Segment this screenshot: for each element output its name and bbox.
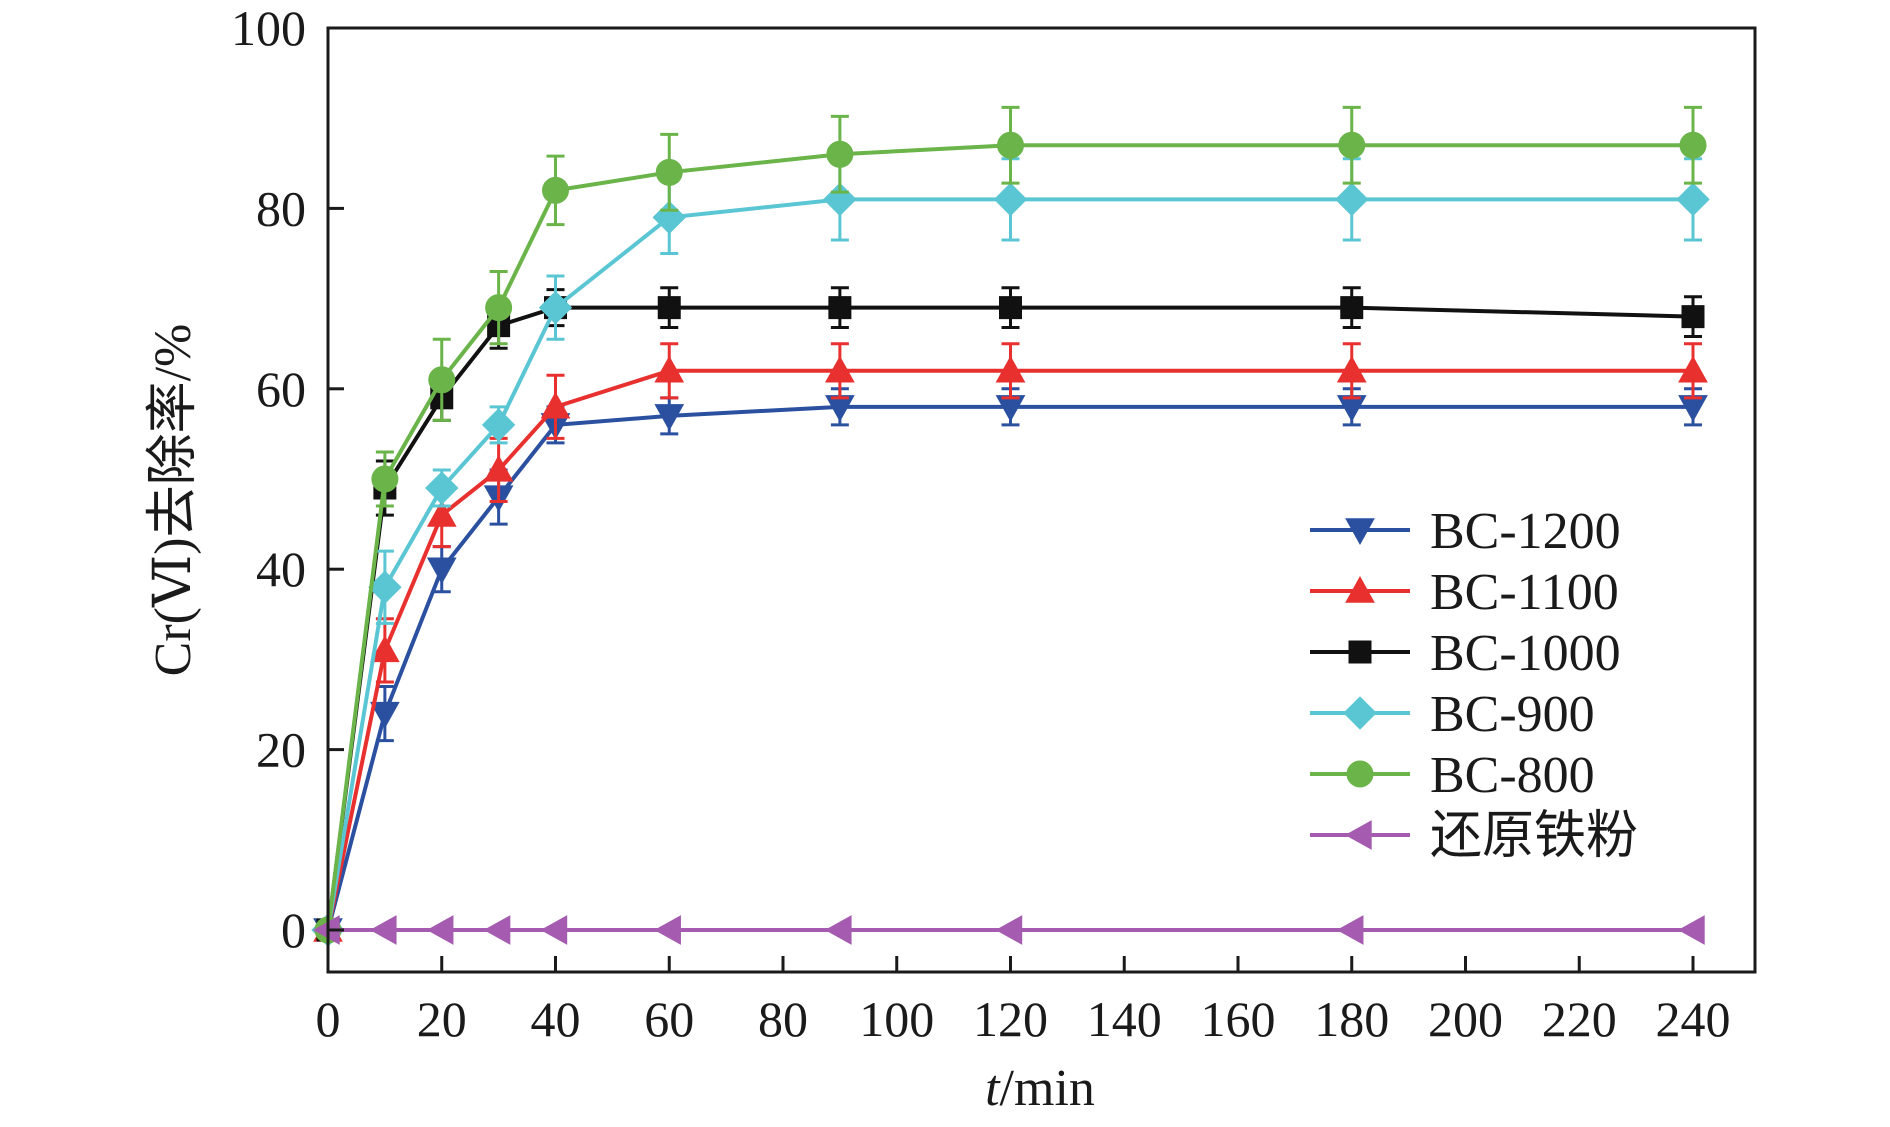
x-tick-label: 100	[859, 991, 934, 1047]
data-point	[993, 182, 1028, 217]
data-point	[369, 915, 397, 945]
legend-item: BC-800	[1310, 747, 1595, 804]
legend-label: BC-900	[1430, 686, 1595, 743]
legend-item: BC-1200	[1310, 503, 1621, 560]
data-point	[370, 701, 400, 729]
data-point	[1676, 182, 1710, 217]
series-layer	[311, 105, 1710, 947]
x-tick-label: 60	[644, 991, 694, 1047]
x-tick-label: 120	[973, 991, 1048, 1047]
data-point	[1677, 915, 1705, 945]
series-line	[326, 197, 1693, 931]
x-tick-label: 80	[758, 991, 808, 1047]
data-point	[426, 915, 454, 945]
data-point	[540, 915, 568, 945]
data-point	[1335, 182, 1369, 217]
data-point	[995, 915, 1023, 945]
data-point	[1681, 305, 1705, 329]
legend-marker	[1345, 518, 1375, 546]
legend-item: 还原铁粉	[1310, 808, 1638, 865]
x-tick-label: 20	[417, 991, 467, 1047]
data-point	[426, 500, 457, 527]
series-line	[326, 305, 1694, 931]
data-point	[999, 296, 1022, 320]
data-point	[483, 454, 514, 482]
data-point	[370, 635, 400, 663]
x-axis-title-italic: t	[985, 1060, 1001, 1117]
y-axis-title: Cr(Ⅵ)去除率/%	[145, 324, 202, 677]
y-tick-label: 20	[256, 722, 306, 778]
series-line	[326, 368, 1693, 931]
data-point	[826, 140, 854, 168]
data-point	[542, 176, 569, 204]
data-point	[371, 465, 399, 493]
data-point	[1336, 915, 1364, 945]
x-axis-title: t/min	[985, 1060, 1095, 1117]
data-point	[1340, 296, 1364, 320]
legend-label: BC-1000	[1430, 625, 1621, 682]
legend-marker	[1346, 760, 1374, 788]
data-point	[654, 355, 685, 383]
data-point	[1338, 131, 1366, 159]
data-point	[828, 296, 852, 320]
data-point	[655, 158, 683, 186]
y-tick-label: 60	[256, 361, 306, 417]
legend-item: BC-1100	[1310, 564, 1619, 621]
x-tick-label: 140	[1087, 991, 1162, 1047]
data-point	[428, 366, 456, 394]
data-point	[540, 391, 571, 419]
data-point	[1679, 131, 1707, 159]
legend-marker	[1343, 696, 1377, 730]
data-point	[825, 355, 855, 383]
y-tick-label: 0	[281, 902, 306, 958]
data-point	[995, 355, 1026, 383]
y-tick-label: 40	[256, 541, 306, 597]
legend-label: BC-1100	[1430, 564, 1619, 621]
x-tick-label: 160	[1201, 991, 1276, 1047]
data-point	[426, 557, 457, 585]
axes-layer: 0 20 40 60 80 100 120 140 160 180 200 220 240 0 20 40 60…	[231, 0, 1757, 1047]
x-tick-label: 180	[1314, 991, 1389, 1047]
legend-label: BC-1200	[1430, 503, 1621, 560]
data-point	[425, 471, 459, 505]
data-point	[485, 294, 513, 322]
x-tick-label: 200	[1428, 991, 1503, 1047]
legend-label: 还原铁粉	[1430, 808, 1638, 865]
x-tick-label: 240	[1656, 991, 1731, 1047]
data-point	[368, 570, 402, 604]
legend-item: BC-900	[1310, 686, 1595, 743]
data-point	[824, 915, 852, 945]
data-point	[538, 290, 573, 325]
x-tick-label: 220	[1542, 991, 1617, 1047]
legend-item: BC-1000	[1310, 625, 1621, 682]
data-point	[483, 915, 511, 945]
series-4	[314, 105, 1707, 944]
y-tick-label: 100	[231, 0, 306, 56]
data-point	[654, 915, 681, 945]
data-point	[1678, 355, 1708, 383]
series-5	[312, 915, 1705, 945]
legend-marker	[1345, 575, 1375, 603]
data-point	[1336, 355, 1367, 383]
y-tick-label: 80	[256, 180, 306, 236]
legend-marker	[1348, 640, 1372, 664]
x-axis-title-rest: /min	[1000, 1060, 1095, 1117]
plot-frame	[326, 26, 1757, 974]
data-point	[481, 408, 516, 442]
x-tick-label: 0	[316, 991, 341, 1047]
legend-label: BC-800	[1430, 747, 1595, 804]
legend-marker	[1344, 820, 1372, 850]
data-point	[657, 296, 681, 320]
x-tick-label: 40	[531, 991, 581, 1047]
data-point	[997, 131, 1024, 159]
data-point	[654, 404, 685, 431]
series-line	[326, 404, 1693, 931]
series-line	[326, 143, 1693, 931]
